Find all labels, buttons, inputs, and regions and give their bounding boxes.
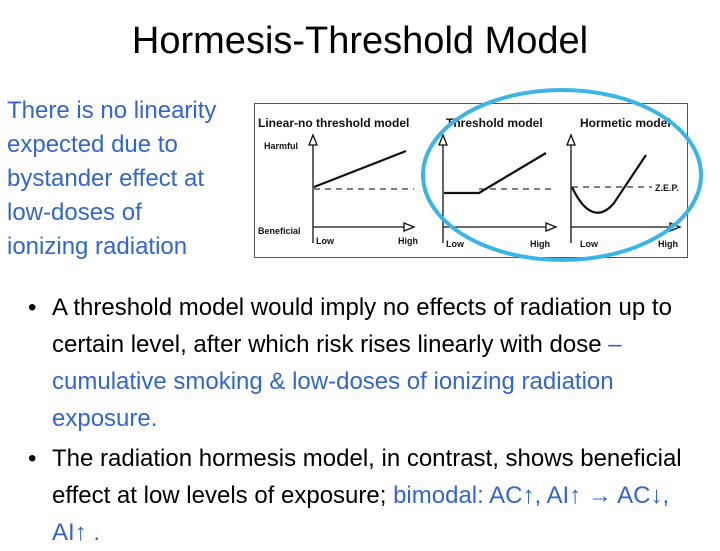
slide-title: Hormesis-Threshold Model (131, 20, 589, 62)
bullet-text: A threshold model would imply no effects… (52, 294, 672, 358)
panel-threshold-curve (444, 152, 547, 195)
panel-threshold-x-high: High (530, 239, 550, 249)
dose-response-figure: Linear-no threshold model Threshold mode… (254, 103, 688, 258)
bullet-item-hormesis: The radiation hormesis model, in contras… (28, 440, 708, 551)
panel-title-linear: Linear-no threshold model (258, 116, 409, 130)
panel-hormetic-curve (571, 154, 647, 214)
y-label-beneficial: Beneficial (258, 226, 301, 236)
panel-hormetic-x-low: Low (580, 239, 599, 249)
panel-title-hormetic: Hormetic model (580, 116, 671, 130)
bullet-emphasis: – cumulative smoking & low-doses of ioni… (52, 331, 622, 432)
bullet-list: A threshold model would imply no effects… (28, 286, 708, 551)
side-note-line: low-doses of (7, 199, 142, 226)
panel-linear-x-high: High (398, 236, 418, 246)
panel-linear-x-low: Low (316, 236, 335, 246)
side-note-line: ionizing radiation (7, 233, 188, 260)
panel-linear-axes (308, 133, 416, 243)
side-note-line: There is no linearity (7, 97, 217, 124)
y-label-harmful: Harmful (264, 141, 298, 151)
highlight-ellipse (419, 86, 705, 264)
panel-linear-curve (313, 149, 407, 189)
bullet-item-threshold: A threshold model would imply no effects… (28, 289, 708, 437)
dose-response-diagram: Linear-no threshold model Threshold mode… (254, 103, 688, 258)
side-note: There is no linearity expected due to by… (7, 94, 257, 264)
bullet-text: The radiation hormesis model, in contras… (52, 445, 682, 509)
side-note-line: expected due to (7, 131, 178, 158)
panel-threshold-axes (438, 133, 558, 243)
side-note-line: bystander effect at (7, 165, 205, 192)
bullet-emphasis: bimodal: AC↑, AI↑ → AC↓, AI↑ . (52, 482, 670, 546)
panel-title-threshold: Threshold model (446, 116, 543, 130)
figure-border (254, 103, 688, 258)
panel-hormetic-x-high: High (658, 239, 678, 249)
panel-threshold-x-low: Low (446, 239, 465, 249)
zep-label: Z.E.P. (655, 183, 679, 193)
